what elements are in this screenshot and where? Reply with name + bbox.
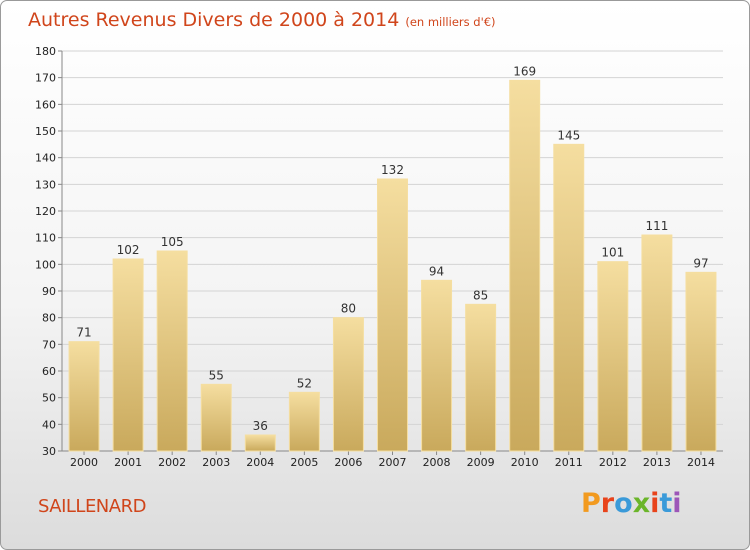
chart-subtitle: (en milliers d'€): [405, 15, 496, 29]
x-tick-label: 2007: [379, 456, 407, 469]
x-tick-label: 2014: [687, 456, 715, 469]
logo-letter: P: [581, 488, 601, 519]
data-label-2014: 97: [693, 256, 708, 270]
bar-2004[interactable]: [244, 434, 276, 452]
x-tick-label: 2006: [334, 456, 362, 469]
data-label-2005: 52: [297, 376, 312, 390]
bar-2014[interactable]: [685, 271, 717, 452]
data-label-2001: 102: [117, 243, 140, 257]
x-tick-label: 2009: [467, 456, 495, 469]
chart-title: Autres Revenus Divers de 2000 à 2014 (en …: [28, 9, 496, 31]
y-tick-label: 120: [35, 205, 56, 218]
y-tick-label: 170: [35, 72, 56, 85]
data-label-2010: 169: [513, 64, 536, 78]
data-label-2007: 132: [381, 163, 404, 177]
y-tick-label: 130: [35, 178, 56, 191]
bar-2013[interactable]: [641, 234, 673, 452]
y-tick-label: 70: [42, 338, 56, 351]
bar-2009[interactable]: [465, 303, 497, 452]
x-tick-label: 2005: [290, 456, 318, 469]
place-name: SAILLENARD: [38, 496, 146, 517]
x-tick-label: 2002: [158, 456, 186, 469]
axes: 30 40 50 60 70 80 90 100 110 120 130 140 150 160 170 18…: [35, 45, 723, 469]
data-label-2006: 80: [341, 302, 356, 316]
bar-2012[interactable]: [597, 261, 629, 452]
bar-2010[interactable]: [509, 79, 541, 452]
logo-letter: x: [632, 488, 651, 519]
logo-letter: i: [650, 488, 660, 519]
data-label-2004: 36: [253, 419, 268, 433]
logo-letter: t: [659, 488, 673, 519]
bar-2001[interactable]: [112, 258, 144, 452]
data-label-2012: 101: [601, 246, 624, 260]
x-tick-label: 2013: [643, 456, 671, 469]
bar-2002[interactable]: [156, 250, 188, 452]
logo-letter: i: [672, 488, 682, 519]
data-label-2003: 55: [209, 368, 224, 382]
x-tick-label: 2012: [599, 456, 627, 469]
x-tick-label: 2000: [70, 456, 98, 469]
x-tick-label: 2008: [423, 456, 451, 469]
x-tick-label: 2011: [555, 456, 583, 469]
y-tick-label: 30: [42, 445, 56, 458]
data-label-2009: 85: [473, 288, 488, 302]
data-label-2013: 111: [645, 219, 668, 233]
data-label-2011: 145: [557, 128, 580, 142]
logo-letter: r: [600, 488, 615, 519]
proxiti-logo[interactable]: Proxiti: [581, 488, 682, 519]
x-tick-label: 2010: [511, 456, 539, 469]
x-tick-label: 2003: [202, 456, 230, 469]
bar-2000[interactable]: [68, 341, 100, 452]
data-label-2002: 105: [161, 235, 184, 249]
x-tick-label: 2001: [114, 456, 142, 469]
x-tick-label: 2004: [246, 456, 274, 469]
y-tick-label: 100: [35, 258, 56, 271]
y-tick-label: 90: [42, 285, 56, 298]
data-labels: 71 102 105 55 36 52 80 132 94 85 169 145 101 111 97: [76, 64, 708, 433]
bar-2011[interactable]: [553, 143, 585, 452]
data-label-2000: 71: [76, 326, 91, 340]
bar-2003[interactable]: [200, 383, 232, 452]
y-tick-label: 110: [35, 232, 56, 245]
bar-2008[interactable]: [421, 279, 453, 452]
bars: [68, 79, 717, 452]
data-label-2008: 94: [429, 264, 444, 278]
y-tick-label: 150: [35, 125, 56, 138]
y-tick-label: 60: [42, 365, 56, 378]
y-tick-label: 40: [42, 418, 56, 431]
bar-2005[interactable]: [288, 391, 320, 452]
y-tick-label: 50: [42, 392, 56, 405]
y-tick-label: 180: [35, 45, 56, 58]
y-tick-label: 80: [42, 312, 56, 325]
bar-2006[interactable]: [332, 317, 364, 452]
bar-2007[interactable]: [377, 178, 408, 452]
y-tick-label: 160: [35, 98, 56, 111]
y-tick-label: 140: [35, 152, 56, 165]
logo-letter: o: [614, 488, 633, 519]
chart-title-text: Autres Revenus Divers de 2000 à 2014: [28, 9, 400, 31]
